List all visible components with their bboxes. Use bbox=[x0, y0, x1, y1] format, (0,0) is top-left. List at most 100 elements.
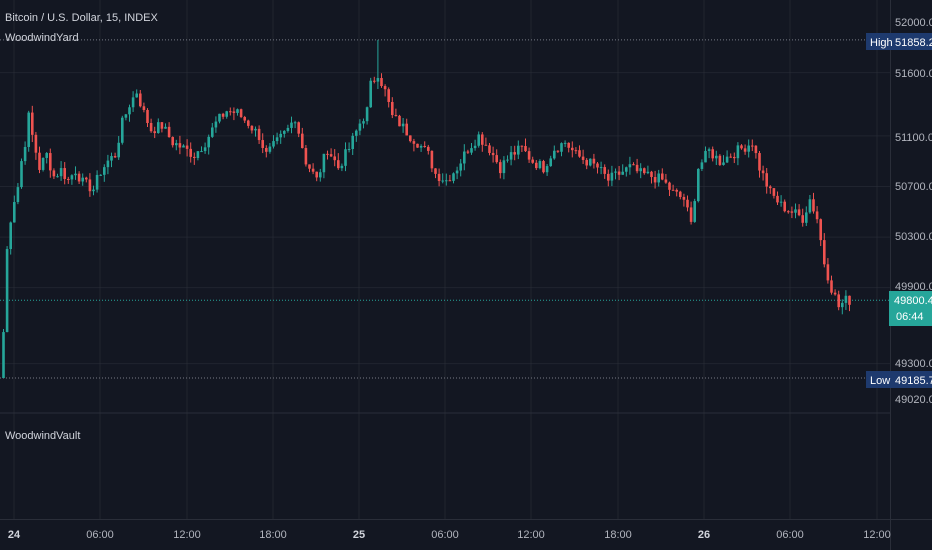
candle-body bbox=[405, 123, 408, 136]
candle-body bbox=[671, 189, 675, 191]
candle-body bbox=[535, 162, 538, 169]
candle-body bbox=[380, 78, 383, 87]
candle-body bbox=[639, 168, 642, 172]
candle-body bbox=[801, 215, 804, 223]
candle-body bbox=[333, 156, 336, 161]
candle-body bbox=[675, 189, 678, 192]
candle-body bbox=[711, 149, 714, 159]
price-tick-label: 50300.00 bbox=[895, 231, 932, 243]
candle-body bbox=[556, 150, 560, 152]
candle-body bbox=[607, 173, 610, 181]
candle-body bbox=[85, 177, 88, 180]
candle-body bbox=[254, 128, 257, 131]
candle-body bbox=[517, 145, 520, 155]
candle-body bbox=[805, 212, 808, 223]
candle-body bbox=[221, 113, 225, 117]
candle-body bbox=[128, 107, 131, 115]
candle-body bbox=[67, 178, 70, 180]
candle-body bbox=[427, 146, 430, 151]
candle-body bbox=[473, 145, 477, 149]
candle-body bbox=[452, 173, 455, 181]
candle-body bbox=[833, 292, 837, 295]
candle-body bbox=[621, 171, 624, 175]
candle-body bbox=[668, 182, 671, 190]
candle-body bbox=[257, 128, 261, 141]
candle-body bbox=[326, 153, 329, 155]
candle-body bbox=[679, 191, 682, 197]
candle-body bbox=[560, 143, 563, 152]
candle-body bbox=[481, 134, 484, 145]
price-tick-label: 52000.00 bbox=[895, 17, 932, 29]
chart-grid bbox=[0, 0, 890, 519]
candle-body bbox=[196, 151, 200, 158]
candle-body bbox=[499, 162, 502, 174]
candle-body bbox=[823, 240, 826, 265]
candle-body bbox=[351, 135, 354, 150]
candle-body bbox=[815, 211, 819, 220]
candle-body bbox=[779, 201, 783, 203]
candle-body bbox=[286, 127, 290, 131]
candle-body bbox=[628, 164, 632, 168]
candle-body bbox=[682, 196, 686, 200]
candle-body bbox=[99, 174, 102, 176]
candle-body bbox=[261, 140, 264, 148]
candle-body bbox=[635, 164, 639, 172]
candle-body bbox=[319, 172, 322, 178]
price-axis[interactable]: 52000.00 51600.00 51100.00 50700.00 50300.00… bbox=[895, 17, 932, 406]
candle-body bbox=[207, 136, 210, 148]
candle-body bbox=[751, 145, 754, 147]
candle-body bbox=[844, 295, 848, 303]
indicator-legend-pane[interactable]: WoodwindVault bbox=[5, 430, 81, 442]
candle-body bbox=[484, 144, 488, 146]
candle-body bbox=[610, 172, 614, 181]
candle-body bbox=[783, 201, 786, 212]
candle-body bbox=[315, 171, 318, 178]
candle-body bbox=[56, 176, 59, 178]
high-tag-value: 51858.27 bbox=[895, 37, 932, 49]
candle-body bbox=[491, 152, 495, 156]
candle-body bbox=[329, 154, 333, 157]
candle-body bbox=[268, 146, 272, 152]
candle-body bbox=[293, 122, 297, 124]
candle-body bbox=[506, 159, 509, 161]
candle-body bbox=[124, 114, 128, 118]
candle-body bbox=[495, 155, 498, 163]
price-tick-label: 51600.00 bbox=[895, 68, 932, 80]
indicator-legend-main[interactable]: WoodwindYard bbox=[5, 32, 79, 44]
candle-body bbox=[841, 302, 844, 308]
candle-body bbox=[419, 145, 423, 148]
candle-body bbox=[729, 156, 732, 158]
candle-body bbox=[189, 148, 192, 157]
candle-body bbox=[646, 171, 650, 174]
time-axis[interactable]: 24 06:00 12:00 18:00 25 06:00 12:00 18:00 26 06:0… bbox=[8, 529, 891, 541]
candle-body bbox=[38, 152, 41, 170]
candle-body bbox=[149, 122, 153, 132]
candle-body bbox=[297, 122, 300, 134]
candle-body bbox=[70, 175, 74, 180]
symbol-title[interactable]: Bitcoin / U.S. Dollar, 15, INDEX bbox=[5, 12, 158, 24]
candle-body bbox=[466, 151, 470, 153]
last-price-tag: 49800.47 06:44 bbox=[889, 291, 932, 326]
candle-body bbox=[689, 207, 693, 222]
bar-countdown: 06:44 bbox=[896, 311, 924, 323]
candle-body bbox=[23, 146, 27, 162]
candle-body bbox=[182, 145, 185, 148]
candle-body bbox=[754, 145, 758, 154]
candle-body bbox=[311, 168, 315, 172]
candle-body bbox=[34, 134, 38, 153]
candle-body bbox=[567, 142, 570, 148]
candle-body bbox=[200, 151, 203, 153]
candle-body bbox=[625, 167, 628, 172]
candle-body bbox=[110, 156, 113, 161]
candle-body bbox=[787, 211, 790, 213]
candle-body bbox=[747, 145, 750, 152]
candle-body bbox=[826, 264, 830, 281]
candle-body bbox=[463, 151, 466, 164]
candle-body bbox=[725, 156, 729, 163]
candle-body bbox=[430, 150, 434, 169]
candle-body bbox=[103, 167, 106, 175]
candle-body bbox=[589, 158, 592, 166]
candle-body bbox=[337, 160, 340, 169]
candle-body bbox=[617, 171, 621, 175]
